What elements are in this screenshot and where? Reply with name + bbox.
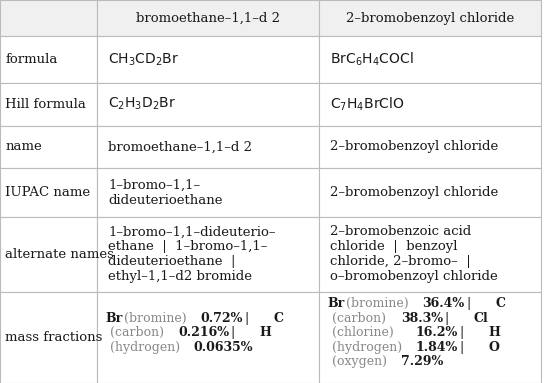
Text: 1–bromo–1,1–
dideuterioethane: 1–bromo–1,1– dideuterioethane (108, 178, 223, 206)
Text: name: name (5, 140, 42, 153)
Text: 0.0635%: 0.0635% (193, 341, 253, 354)
Text: (bromine): (bromine) (120, 312, 191, 325)
Bar (319, 36, 542, 83)
Text: (carbon): (carbon) (106, 326, 168, 339)
Text: 2–bromobenzoic acid
chloride  |  benzoyl
chloride, 2–bromo–  |
o–bromobenzoyl ch: 2–bromobenzoic acid chloride | benzoyl c… (330, 225, 498, 283)
Text: $\mathrm{C_{7}H_{4}BrClO}$: $\mathrm{C_{7}H_{4}BrClO}$ (330, 96, 405, 113)
Text: 7.29%: 7.29% (401, 355, 443, 368)
Bar (98, 168, 319, 217)
Text: |: | (459, 297, 480, 310)
Text: (carbon): (carbon) (328, 312, 390, 325)
Bar (319, 0, 542, 36)
Text: 2–bromobenzoyl chloride: 2–bromobenzoyl chloride (330, 186, 499, 199)
Text: Hill formula: Hill formula (5, 98, 86, 111)
Text: C: C (274, 312, 284, 325)
Text: $\mathrm{CH_{3}CD_{2}Br}$: $\mathrm{CH_{3}CD_{2}Br}$ (108, 51, 179, 68)
Text: Cl: Cl (474, 312, 488, 325)
Text: (hydrogen): (hydrogen) (106, 341, 184, 354)
Bar (98, 0, 319, 36)
Bar (98, 217, 319, 291)
Bar (98, 126, 319, 168)
Text: $\mathrm{C_{2}H_{3}D_{2}Br}$: $\mathrm{C_{2}H_{3}D_{2}Br}$ (108, 96, 177, 113)
Bar (319, 83, 542, 126)
Text: 1–bromo–1,1–dideuterio–
ethane  |  1–bromo–1,1–
dideuterioethane  |
ethyl–1,1–d2: 1–bromo–1,1–dideuterio– ethane | 1–bromo… (108, 225, 276, 283)
Text: formula: formula (5, 53, 58, 66)
Text: 36.4%: 36.4% (422, 297, 465, 310)
Text: |: | (452, 341, 472, 354)
Bar (98, 83, 319, 126)
Bar (319, 217, 542, 291)
Bar (0, 168, 98, 217)
Text: H: H (488, 326, 500, 339)
Bar (0, 83, 98, 126)
Bar (319, 291, 542, 383)
Bar (0, 217, 98, 291)
Text: 0.72%: 0.72% (201, 312, 243, 325)
Text: Br: Br (106, 312, 123, 325)
Bar (0, 291, 98, 383)
Text: alternate names: alternate names (5, 248, 114, 261)
Text: $\mathrm{BrC_{6}H_{4}COCl}$: $\mathrm{BrC_{6}H_{4}COCl}$ (330, 51, 414, 68)
Text: C: C (496, 297, 506, 310)
Bar (0, 36, 98, 83)
Text: 1.84%: 1.84% (415, 341, 458, 354)
Bar (98, 36, 319, 83)
Text: 2–bromobenzoyl chloride: 2–bromobenzoyl chloride (347, 11, 514, 25)
Text: |: | (222, 326, 243, 339)
Bar (319, 168, 542, 217)
Text: |: | (237, 312, 257, 325)
Text: IUPAC name: IUPAC name (5, 186, 90, 199)
Text: O: O (488, 341, 499, 354)
Bar (0, 0, 98, 36)
Text: |: | (452, 326, 472, 339)
Text: (chlorine): (chlorine) (328, 326, 397, 339)
Text: 38.3%: 38.3% (401, 312, 443, 325)
Text: 2–bromobenzoyl chloride: 2–bromobenzoyl chloride (330, 140, 499, 153)
Bar (0, 126, 98, 168)
Text: Br: Br (328, 297, 345, 310)
Text: (hydrogen): (hydrogen) (328, 341, 405, 354)
Text: bromoethane–1,1–d 2: bromoethane–1,1–d 2 (108, 140, 252, 153)
Text: (oxygen): (oxygen) (328, 355, 391, 368)
Text: |: | (437, 312, 457, 325)
Bar (319, 126, 542, 168)
Text: (bromine): (bromine) (342, 297, 413, 310)
Text: mass fractions: mass fractions (5, 331, 103, 344)
Text: bromoethane–1,1–d 2: bromoethane–1,1–d 2 (136, 11, 281, 25)
Text: 0.216%: 0.216% (179, 326, 229, 339)
Text: H: H (259, 326, 271, 339)
Bar (98, 291, 319, 383)
Text: 16.2%: 16.2% (415, 326, 458, 339)
